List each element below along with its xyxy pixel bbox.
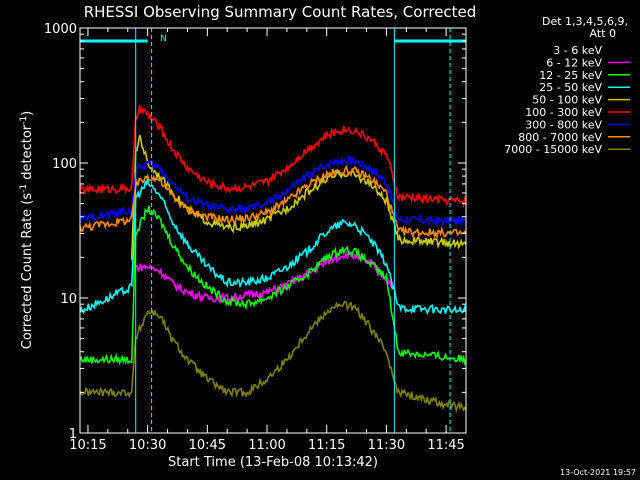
x-tick-label-3: 11:00	[248, 438, 285, 453]
legend-label-3: 25 - 50 keV	[539, 81, 602, 94]
plot-frame	[79, 27, 467, 434]
series-line-8	[79, 300, 467, 414]
markers-layer	[80, 28, 466, 433]
x-tick-label-1: 10:30	[129, 438, 166, 453]
legend-label-8: 7000 - 15000 keV	[504, 143, 602, 156]
x-tick-label-6: 11:45	[427, 438, 464, 453]
y-axis-label-prefix: Corrected Count Rate (s	[20, 193, 35, 350]
y-tick-label-0: 1	[69, 427, 77, 442]
ticks-layer	[80, 27, 466, 434]
y-tick-label-1: 10	[60, 292, 77, 307]
legend-label-4: 50 - 100 keV	[532, 94, 602, 107]
y-axis-label-mid: detector	[20, 124, 35, 184]
series-line-5	[79, 105, 467, 209]
y-axis-label: Corrected Count Rate (s-1 detector-1)	[19, 111, 35, 349]
x-tick-label-4: 11:15	[308, 438, 345, 453]
legend-label-7: 800 - 7000 keV	[518, 131, 602, 144]
legend-label-2: 12 - 25 keV	[539, 69, 602, 82]
x-tick-label-2: 10:45	[189, 438, 226, 453]
legend-header-line1: Det 1,3,4,5,6,9,	[542, 15, 628, 28]
tick-labels-layer: 10:15 10:30 10:45 11:00 11:15 11:30 11:45 1 10 10…	[44, 22, 465, 453]
series-line-6	[79, 156, 467, 228]
legend-label-1: 6 - 12 keV	[546, 56, 602, 69]
flag-label: N	[160, 34, 167, 44]
series-line-1	[135, 250, 396, 304]
y-axis-label-sup1: -1	[19, 184, 29, 193]
timestamp: 13-Oct-2021 19:57	[560, 468, 636, 477]
series-line-7	[79, 164, 467, 240]
x-tick-label-5: 11:30	[368, 438, 405, 453]
legend-label-5: 100 - 300 keV	[525, 106, 602, 119]
legend-header-line2: Att 0	[590, 27, 616, 40]
y-tick-label-2: 100	[52, 157, 77, 172]
x-axis-label: Start Time (13-Feb-08 10:13:42)	[168, 455, 378, 470]
series-layer	[79, 105, 467, 414]
y-axis-label-sup2: -1	[19, 116, 29, 125]
legend-label-6: 300 - 800 keV	[525, 118, 602, 131]
series-line-2	[79, 205, 467, 367]
x-tick-label-0: 10:15	[69, 438, 106, 453]
series-line-3	[79, 178, 467, 316]
series-line-0	[135, 274, 399, 365]
series-line-4	[130, 134, 467, 260]
legend-label-0: 3 - 6 keV	[553, 44, 602, 57]
chart-title: RHESSI Observing Summary Count Rates, Co…	[84, 3, 477, 21]
y-axis-label-suffix: )	[20, 111, 35, 116]
y-tick-label-3: 1000	[44, 22, 77, 37]
